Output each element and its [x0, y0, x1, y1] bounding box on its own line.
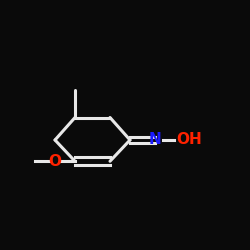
Text: N: N	[148, 132, 162, 148]
Text: OH: OH	[176, 132, 202, 148]
Text: O: O	[48, 154, 62, 169]
